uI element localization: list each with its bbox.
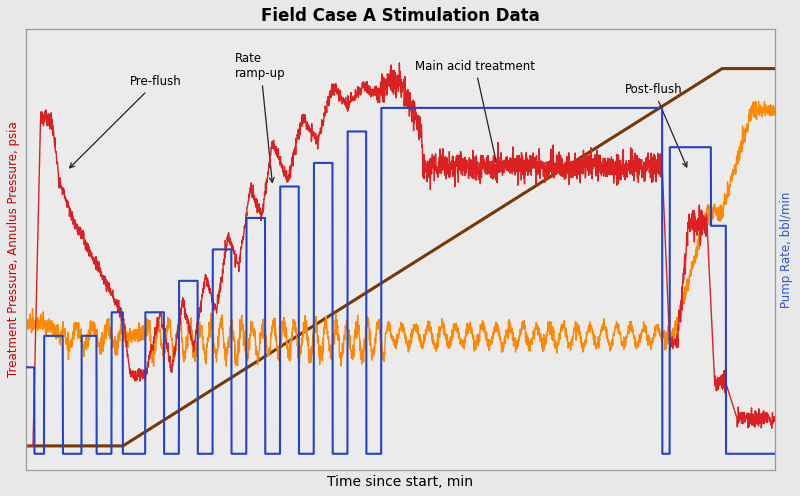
Text: Post-flush: Post-flush — [625, 83, 687, 167]
Text: Rate
ramp-up: Rate ramp-up — [235, 53, 286, 183]
Text: Main acid treatment: Main acid treatment — [415, 60, 535, 163]
Title: Field Case A Stimulation Data: Field Case A Stimulation Data — [261, 7, 539, 25]
Text: Pre-flush: Pre-flush — [70, 75, 182, 168]
Y-axis label: Treatment Pressure, Annulus Pressure, psia: Treatment Pressure, Annulus Pressure, ps… — [7, 122, 20, 377]
X-axis label: Time since start, min: Time since start, min — [327, 475, 473, 489]
Y-axis label: Pump Rate, bbl/min: Pump Rate, bbl/min — [780, 191, 793, 308]
